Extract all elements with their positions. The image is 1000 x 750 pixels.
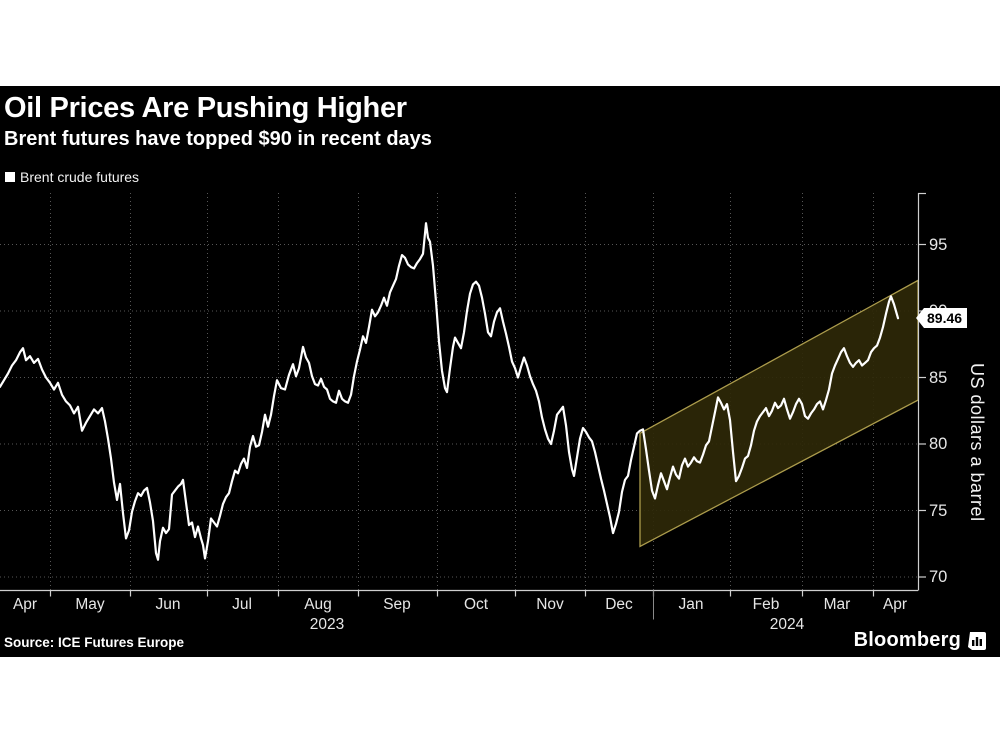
price-line — [0, 222, 900, 561]
x-axis-month-label: Mar — [823, 596, 851, 613]
bloomberg-logo: Bloomberg — [854, 629, 986, 652]
legend-swatch-icon — [5, 172, 15, 182]
chart-title: Oil Prices Are Pushing Higher — [4, 92, 407, 124]
legend-label: Brent crude futures — [20, 169, 140, 185]
y-axis-tick-label: 85 — [929, 368, 948, 387]
callout-arrow-icon — [916, 308, 924, 329]
x-axis-month-label: Oct — [463, 596, 489, 613]
y-axis-tick-label: 80 — [929, 435, 948, 453]
y-axis-title: US dollars a barrel — [967, 363, 987, 522]
x-axis-month-label: Feb — [752, 596, 780, 613]
price-callout: 89.46 — [916, 308, 968, 329]
x-axis-month-label: Jul — [232, 596, 252, 613]
trend-channel — [639, 279, 919, 548]
y-axis-tick-label: 95 — [929, 235, 948, 254]
chart-canvas: Oil Prices Are Pushing Higher Brent futu… — [0, 86, 1000, 657]
x-axis-month-label: Jun — [155, 596, 181, 613]
x-axis-month-label: Apr — [882, 596, 908, 613]
price-line-chart — [0, 192, 926, 620]
callout-value: 89.46 — [927, 310, 963, 327]
x-axis-month-label: Jan — [678, 596, 704, 613]
x-axis-month-label: Aug — [304, 596, 332, 613]
bloomberg-bars-icon — [968, 631, 986, 650]
chart-subtitle: Brent futures have topped $90 in recent … — [4, 128, 432, 150]
x-axis-month-label: Apr — [12, 596, 38, 613]
x-axis-month-label: Nov — [536, 596, 564, 613]
x-axis-month-label: Dec — [605, 596, 633, 613]
legend: Brent crude futures — [5, 169, 139, 185]
x-axis-month-label: Sep — [383, 596, 411, 613]
source-label: Source: ICE Futures Europe — [4, 635, 185, 650]
y-axis-tick-label: 75 — [929, 501, 948, 520]
y-axis-tick-label: 70 — [929, 568, 948, 586]
x-axis-month-label: May — [75, 596, 105, 613]
x-axis-year-label: 2024 — [769, 616, 805, 633]
x-axis-year-label: 2023 — [309, 616, 345, 633]
bloomberg-wordmark: Bloomberg — [853, 629, 961, 651]
